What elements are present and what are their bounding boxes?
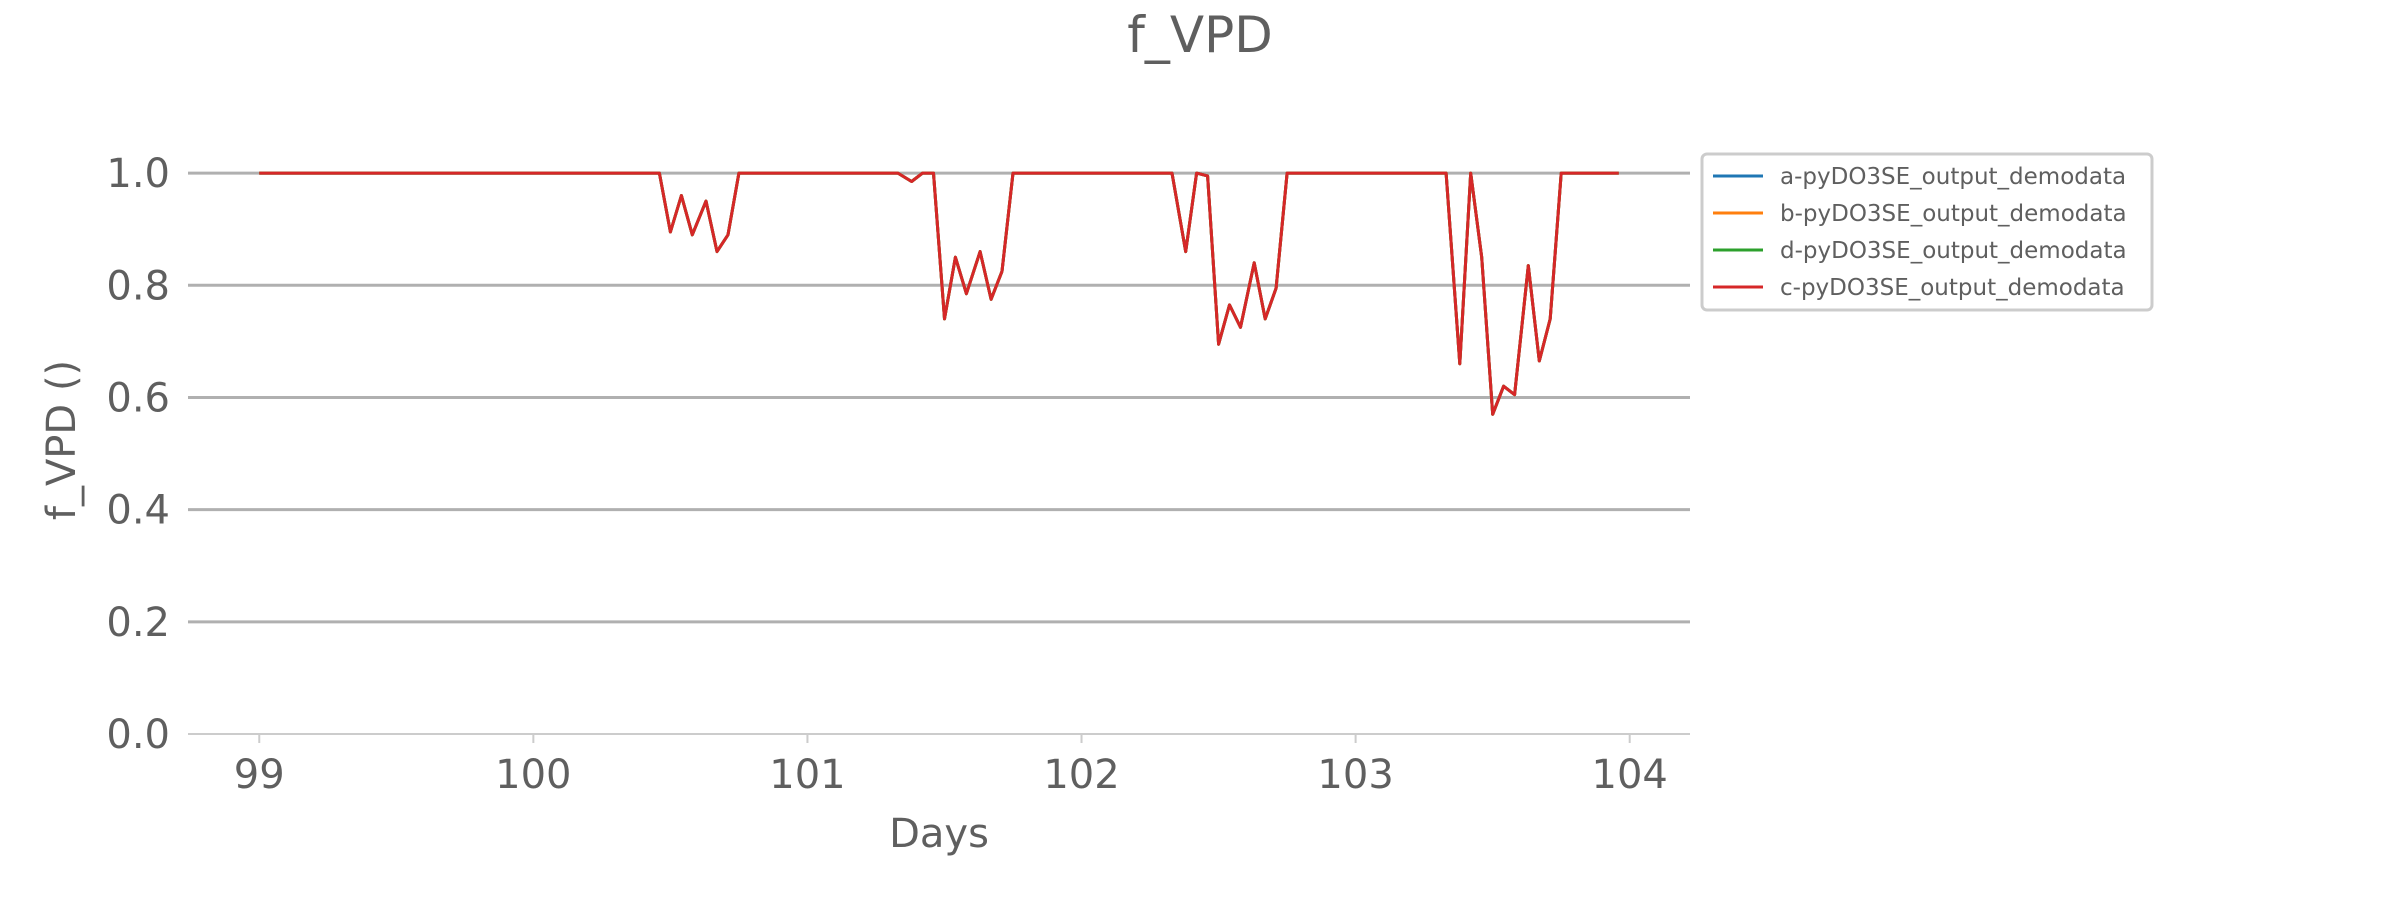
y-tick-label: 0.6 [106, 375, 170, 421]
legend-entries: a-pyDO3SE_output_demodata b-pyDO3SE_outpu… [1713, 164, 2127, 301]
x-tick-label: 102 [1043, 752, 1119, 798]
chart-title: f_VPD [1127, 6, 1272, 64]
y-tick-label: 1.0 [106, 151, 170, 197]
x-tick-label: 99 [234, 752, 285, 798]
x-tick-label: 103 [1317, 752, 1393, 798]
y-tick-label: 0.4 [106, 488, 170, 534]
x-axis-label: Days [889, 811, 989, 857]
series-line-1 [259, 171, 1619, 416]
x-tick-label: 100 [495, 752, 571, 798]
legend-label: b-pyDO3SE_output_demodata [1780, 201, 2127, 227]
legend-label: c-pyDO3SE_output_demodata [1780, 275, 2125, 301]
x-tick-label: 101 [769, 752, 845, 798]
series-lines [259, 171, 1619, 416]
legend-label: a-pyDO3SE_output_demodata [1780, 164, 2126, 190]
y-tick-label: 0.2 [106, 600, 170, 646]
legend: a-pyDO3SE_output_demodata b-pyDO3SE_outpu… [1700, 152, 2154, 312]
y-tick-label: 0.8 [106, 263, 170, 309]
legend-label: d-pyDO3SE_output_demodata [1780, 238, 2127, 264]
series-line-4 [259, 171, 1619, 416]
y-axis-label: f_VPD () [39, 360, 85, 520]
y-tick-labels: 0.0 0.2 0.4 0.6 0.8 1.0 [106, 151, 170, 758]
x-tick-label: 104 [1592, 752, 1668, 798]
series-line-3 [259, 171, 1619, 416]
y-tick-label: 0.0 [106, 712, 170, 758]
legend-box [1700, 152, 2154, 312]
x-tick-labels: 99 100 101 102 103 104 [234, 734, 1668, 798]
series-line-2 [259, 171, 1619, 416]
